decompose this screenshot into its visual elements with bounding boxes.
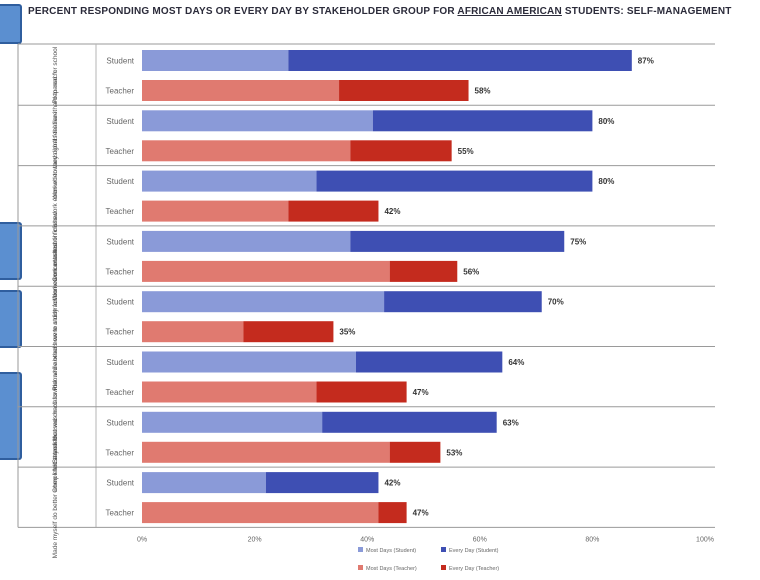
x-tick-label: 80% [585,536,599,543]
chart-title-suffix: STUDENTS: SELF-MANAGEMENT [561,6,732,17]
bar-teacher-every-day [378,502,407,524]
group-label: Prepared for school [52,46,59,103]
bar-student-every-day [316,170,593,192]
data-label: 42% [384,479,400,488]
group-label: Stayed focused on classwork while others… [52,290,59,464]
side-tab-top [0,4,22,44]
side-tab-lower [0,372,22,460]
respondent-label: Student [106,298,134,307]
x-tick-label: 100% [696,536,714,543]
bar-student-every-day [288,50,632,71]
data-label: 58% [475,87,491,96]
chart-title-underlined: AFRICAN AMERICAN [457,6,562,17]
respondent-label: Student [106,479,134,488]
group-label: Worked towards goals that are hard to re… [52,71,59,200]
chart-title: PERCENT RESPONDING MOST DAYS OR EVERY DA… [28,6,758,17]
bar-teacher-every-day [288,200,379,222]
bar-teacher-most-days [142,140,351,162]
bar-student-most-days [142,291,385,313]
respondent-label: Teacher [106,388,135,397]
respondent-label: Teacher [106,267,135,276]
bar-student-most-days [142,351,356,373]
data-label: 55% [458,147,474,156]
data-label: 75% [570,237,586,246]
bar-student-most-days [142,230,351,252]
bar-teacher-most-days [142,441,390,463]
bar-student-every-day [355,351,503,373]
respondent-label: Student [106,177,134,186]
bar-student-most-days [142,170,317,192]
data-label: 42% [384,207,400,216]
respondent-label: Teacher [106,509,135,518]
x-tick-label: 0% [137,536,147,543]
data-label: 56% [463,267,479,276]
bar-teacher-every-day [389,441,441,463]
respondent-label: Teacher [106,207,135,216]
data-label: 70% [548,298,564,307]
side-tab-middle [0,290,22,348]
bar-teacher-most-days [142,502,379,524]
respondent-label: Teacher [106,448,135,457]
respondent-label: Student [106,237,134,246]
group-label: Concentrated on classwork even when they… [52,110,59,282]
legend-swatch [441,565,446,570]
bar-teacher-every-day [350,140,452,162]
group-label: Completed a task that was hard for me [52,381,59,493]
data-label: 47% [413,388,429,397]
bar-teacher-most-days [142,80,340,101]
data-label: 53% [446,448,462,457]
bar-student-most-days [142,50,289,71]
respondent-label: Teacher [106,147,135,156]
data-label: 87% [638,57,654,66]
chart-title-prefix: PERCENT RESPONDING MOST DAYS OR EVERY DA… [28,6,458,17]
bar-student-every-day [265,472,379,494]
respondent-label: Student [106,418,134,427]
bar-teacher-most-days [142,260,390,282]
respondent-label: Teacher [106,87,135,96]
x-tick-label: 40% [360,536,374,543]
data-label: 63% [503,418,519,427]
group-label: Worked on a task until finished [52,211,59,300]
legend-swatch [441,547,446,552]
respondent-label: Student [106,117,134,126]
x-tick-label: 20% [248,536,262,543]
legend-label: Most Days (Teacher) [366,566,417,572]
legend-label: Every Day (Teacher) [449,566,499,572]
bar-student-most-days [142,411,323,433]
bar-teacher-every-day [243,321,334,343]
group-label: Planned ahead how to study for homework … [52,242,59,391]
legend-label: Every Day (Student) [449,548,499,554]
bar-student-every-day [384,291,542,313]
data-label: 47% [413,509,429,518]
bar-teacher-every-day [339,80,469,101]
legend-swatch [358,547,363,552]
legend-swatch [358,565,363,570]
respondent-label: Teacher [106,328,135,337]
data-label: 35% [339,328,355,337]
bar-student-every-day [322,411,497,433]
bar-student-most-days [142,472,266,494]
respondent-label: Student [106,358,134,367]
group-label: Made myself do better when I felt stress… [52,436,59,558]
data-label: 80% [598,177,614,186]
bar-teacher-most-days [142,381,317,403]
bar-teacher-every-day [316,381,407,403]
legend-label: Most Days (Student) [366,548,416,554]
bar-student-every-day [372,110,593,132]
bar-student-every-day [350,230,565,252]
side-tab-upper [0,222,22,280]
bar-student-most-days [142,110,373,132]
bar-teacher-most-days [142,200,289,222]
bar-teacher-every-day [389,260,458,282]
respondent-label: Student [106,57,134,66]
data-label: 80% [598,117,614,126]
bar-teacher-most-days [142,321,244,343]
x-tick-label: 60% [473,536,487,543]
data-label: 64% [508,358,524,367]
